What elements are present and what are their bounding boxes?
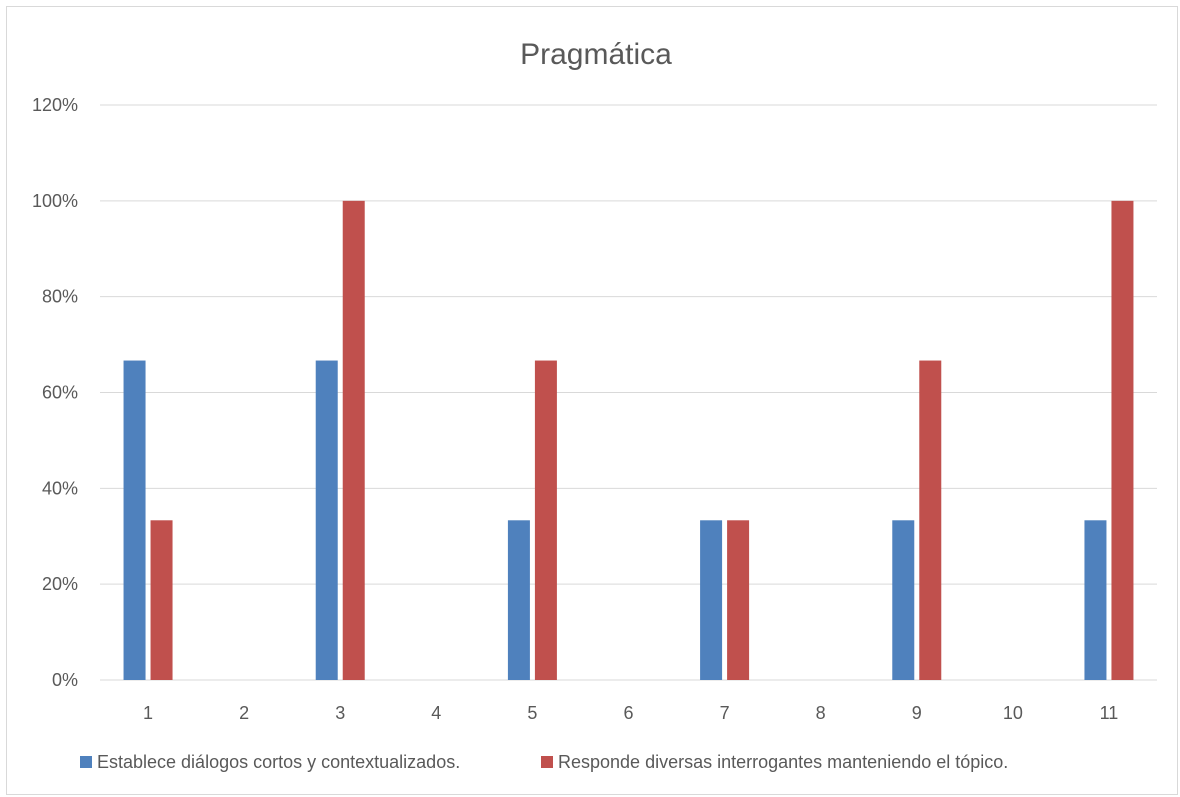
x-axis-ticks: 1 2 3 4 5 6 7 8 9 10 11 — [143, 703, 1118, 723]
y-tick-label: 80% — [42, 287, 78, 307]
bar-series-2-cat-5 — [534, 360, 557, 680]
bar-series-1-cat-1 — [123, 360, 146, 680]
y-tick-label: 120% — [32, 95, 78, 115]
bar-series-1-cat-3 — [315, 360, 338, 680]
x-tick-label: 5 — [527, 703, 537, 723]
bar-series-1-cat-9 — [892, 520, 915, 680]
bar-series-2-cat-9 — [919, 360, 942, 680]
x-tick-label: 6 — [623, 703, 633, 723]
bar-series-1-cat-11 — [1084, 520, 1107, 680]
legend-label-1: Establece diálogos cortos y contextualiz… — [97, 752, 460, 772]
chart-frame — [6, 6, 1178, 795]
x-tick-label: 1 — [143, 703, 153, 723]
gridlines — [100, 104, 1157, 681]
y-tick-label: 20% — [42, 574, 78, 594]
bar-series-2-cat-11 — [1111, 200, 1134, 681]
bar-series-2-cat-3 — [342, 200, 365, 681]
y-tick-label: 40% — [42, 478, 78, 498]
y-tick-label: 100% — [32, 191, 78, 211]
x-tick-label: 8 — [816, 703, 826, 723]
legend-swatch-2 — [541, 756, 553, 768]
legend: Establece diálogos cortos y contextualiz… — [80, 752, 1008, 772]
y-tick-label: 0% — [52, 670, 78, 690]
x-tick-label: 11 — [1100, 703, 1119, 723]
legend-label-2: Responde diversas interrogantes mantenie… — [558, 752, 1008, 772]
x-tick-label: 7 — [720, 703, 730, 723]
bar-series-2-cat-7 — [727, 520, 750, 680]
x-tick-label: 9 — [912, 703, 922, 723]
x-tick-label: 4 — [431, 703, 441, 723]
bar-series-1-cat-7 — [700, 520, 723, 680]
x-tick-label: 2 — [239, 703, 249, 723]
x-tick-label: 10 — [1003, 703, 1023, 723]
chart-title: Pragmática — [520, 38, 672, 71]
bar-series-1-cat-5 — [507, 520, 530, 680]
y-tick-label: 60% — [42, 383, 78, 403]
legend-swatch-1 — [80, 756, 92, 768]
bars — [123, 200, 1134, 681]
x-tick-label: 3 — [335, 703, 345, 723]
y-axis-ticks: 0% 20% 40% 60% 80% 100% 120% — [32, 95, 78, 690]
bar-series-2-cat-1 — [150, 520, 173, 680]
